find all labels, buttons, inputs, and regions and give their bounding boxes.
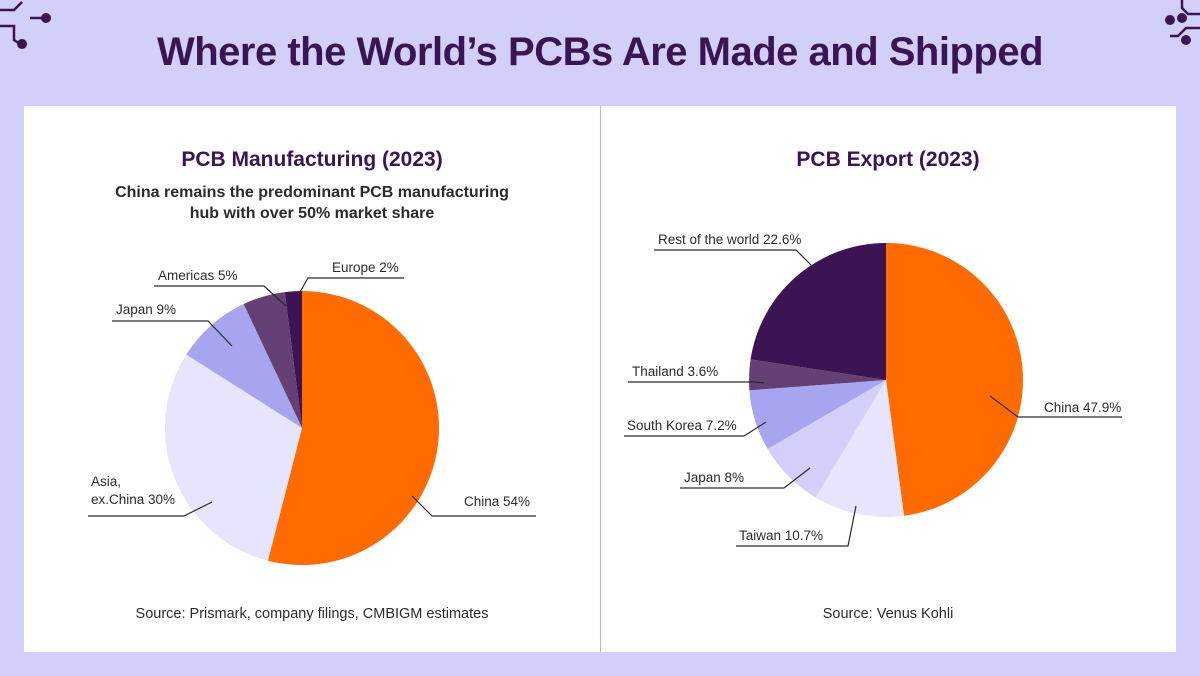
slice-label: Rest of the world 22.6%: [658, 232, 801, 247]
chart-card: PCB Manufacturing (2023) China remains t…: [24, 106, 1176, 652]
leader-line: [154, 285, 287, 307]
export-pie: [749, 243, 1023, 517]
pie-slice: [750, 243, 886, 380]
slice-label: Thailand 3.6%: [632, 364, 718, 379]
subtitle-line-1: China remains the predominant PCB manufa…: [115, 184, 509, 201]
leader-line: [628, 381, 765, 384]
slice-label: ex.China 30%: [91, 492, 175, 507]
pie-charts-canvas: China 54% Asia, ex.China 30% Japan 9% Americ…: [88, 232, 1122, 565]
pie-slice: [243, 292, 302, 428]
pie-labels: China 54% Asia, ex.China 30% Japan 9% Americ…: [88, 232, 1122, 547]
manufacturing-pie: [164, 291, 440, 565]
manufacturing-source: Source: Prismark, company filings, CMBIG…: [135, 606, 489, 622]
circuit-trace-icon-right: [1165, 0, 1200, 45]
leader-line: [88, 501, 213, 517]
manufacturing-chart-subtitle: China remains the predominant PCB manufa…: [24, 182, 600, 224]
slice-label: Americas 5%: [158, 268, 238, 283]
panel-divider: [600, 106, 601, 652]
slice-label: Taiwan 10.7%: [739, 528, 823, 543]
slice-label: Asia,: [91, 474, 121, 489]
pie-slice: [186, 304, 302, 428]
slice-label: China 54%: [464, 494, 530, 509]
leader-line: [411, 495, 536, 517]
page-title: Where the World’s PCBs Are Made and Ship…: [156, 30, 1044, 74]
leader-line: [299, 277, 404, 293]
pie-slice: [886, 243, 1023, 516]
slice-label: South Korea 7.2%: [627, 418, 737, 433]
pie-slice: [767, 380, 886, 498]
leader-line: [624, 421, 767, 437]
pie-slice: [284, 291, 302, 428]
pie-slice: [815, 380, 905, 517]
leader-line: [680, 467, 811, 489]
export-source: Source: Venus Kohli: [822, 606, 954, 622]
circuit-trace-icon-left: [0, 1, 51, 49]
pie-slice: [749, 359, 886, 391]
subtitle-line-2: hub with over 50% market share: [189, 205, 435, 222]
manufacturing-chart-title: PCB Manufacturing (2023): [181, 148, 443, 171]
leader-line: [736, 505, 857, 547]
slice-label: China 47.9%: [1044, 400, 1121, 415]
slice-label: Japan 9%: [116, 302, 176, 317]
pie-slice: [267, 291, 440, 565]
export-chart-title: PCB Export (2023): [796, 148, 980, 171]
pie-slice: [749, 380, 886, 449]
leader-line: [112, 320, 233, 347]
leader-line: [989, 395, 1122, 418]
pie-slice: [164, 354, 302, 561]
leader-line: [654, 249, 821, 275]
slice-label: Europe 2%: [332, 260, 399, 275]
slice-label: Japan 8%: [684, 470, 744, 485]
